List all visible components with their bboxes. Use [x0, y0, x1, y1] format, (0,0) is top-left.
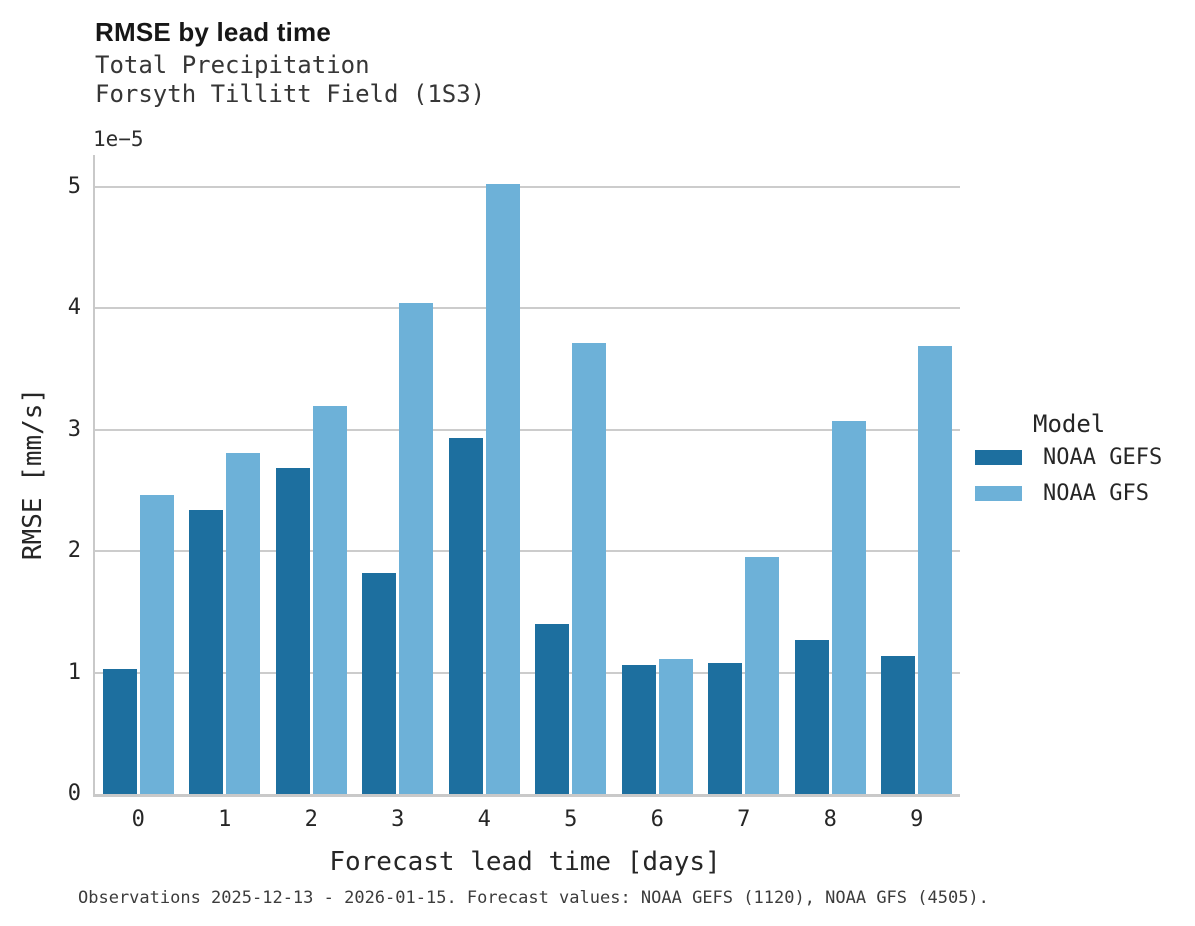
y-tick-label-5: 5 — [67, 173, 81, 199]
bar-noaa-gefs-day-0 — [102, 668, 137, 794]
x-tick-label-0: 0 — [131, 807, 145, 832]
bar-noaa-gfs-day-8 — [831, 421, 866, 794]
y-tick-label-1: 1 — [67, 659, 81, 685]
bar-noaa-gefs-day-1 — [189, 509, 224, 794]
y-tick-label-4: 4 — [67, 295, 81, 321]
x-axis-label: Forecast lead time [days] — [329, 847, 721, 877]
legend-label-noaa-gefs: NOAA GEFS — [1043, 444, 1163, 470]
y-tick-label-0: 0 — [67, 781, 81, 806]
bar-noaa-gfs-day-5 — [572, 343, 607, 794]
bar-noaa-gfs-day-6 — [658, 659, 693, 794]
bar-noaa-gfs-day-7 — [745, 557, 780, 794]
bar-noaa-gefs-day-3 — [362, 572, 397, 794]
bar-noaa-gefs-day-9 — [881, 655, 916, 794]
gridline-y-3 — [95, 428, 960, 431]
x-tick-label-2: 2 — [304, 807, 318, 832]
bar-noaa-gfs-day-2 — [312, 406, 347, 794]
y-tick-label-3: 3 — [67, 416, 81, 442]
chart-title: RMSE by lead time — [95, 17, 332, 47]
bar-noaa-gfs-day-9 — [918, 345, 953, 794]
x-tick-label-3: 3 — [391, 807, 405, 832]
gridline-y-5 — [95, 185, 960, 188]
legend-title: Model — [1033, 410, 1106, 438]
x-tick-label-5: 5 — [564, 807, 578, 832]
bar-noaa-gefs-day-4 — [448, 438, 483, 794]
x-tick-label-7: 7 — [737, 807, 751, 832]
gridline-y-2 — [95, 550, 960, 553]
bar-noaa-gefs-day-5 — [535, 623, 570, 794]
y-axis-offset-label: 1e−5 — [93, 127, 144, 151]
legend: Model NOAA GEFS NOAA GFS — [975, 410, 1190, 522]
bar-noaa-gefs-day-6 — [621, 665, 656, 794]
y-axis-label: RMSE [mm/s] — [18, 387, 48, 561]
bar-noaa-gefs-day-2 — [275, 468, 310, 794]
legend-swatch-noaa-gefs — [975, 450, 1022, 465]
x-tick-label-1: 1 — [218, 807, 232, 832]
bar-noaa-gfs-day-0 — [139, 495, 174, 794]
chart-subtitle-variable: Total Precipitation — [95, 51, 370, 79]
y-tick-label-2: 2 — [67, 538, 81, 564]
legend-swatch-noaa-gfs — [975, 486, 1022, 501]
bar-noaa-gfs-day-3 — [399, 303, 434, 794]
gridline-y-4 — [95, 307, 960, 310]
bar-noaa-gfs-day-4 — [485, 184, 520, 794]
x-tick-label-4: 4 — [477, 807, 491, 832]
plot-area: 0 1 2 3 4 5 0 1 2 3 4 5 6 7 8 9 — [68, 155, 960, 831]
x-tick-label-9: 9 — [910, 807, 924, 832]
legend-item-noaa-gfs: NOAA GFS — [975, 482, 1190, 504]
gridline-y-1 — [95, 671, 960, 674]
chart-subtitle-station: Forsyth Tillitt Field (1S3) — [95, 80, 486, 108]
footer-note: Observations 2025-12-13 - 2026-01-15. Fo… — [78, 888, 989, 908]
x-tick-label-8: 8 — [823, 807, 837, 832]
bar-noaa-gefs-day-7 — [708, 662, 743, 794]
bar-noaa-gefs-day-8 — [794, 639, 829, 794]
legend-label-noaa-gfs: NOAA GFS — [1043, 480, 1149, 506]
legend-item-noaa-gefs: NOAA GEFS — [975, 446, 1190, 468]
x-tick-label-6: 6 — [650, 807, 664, 832]
bar-noaa-gfs-day-1 — [226, 452, 261, 794]
